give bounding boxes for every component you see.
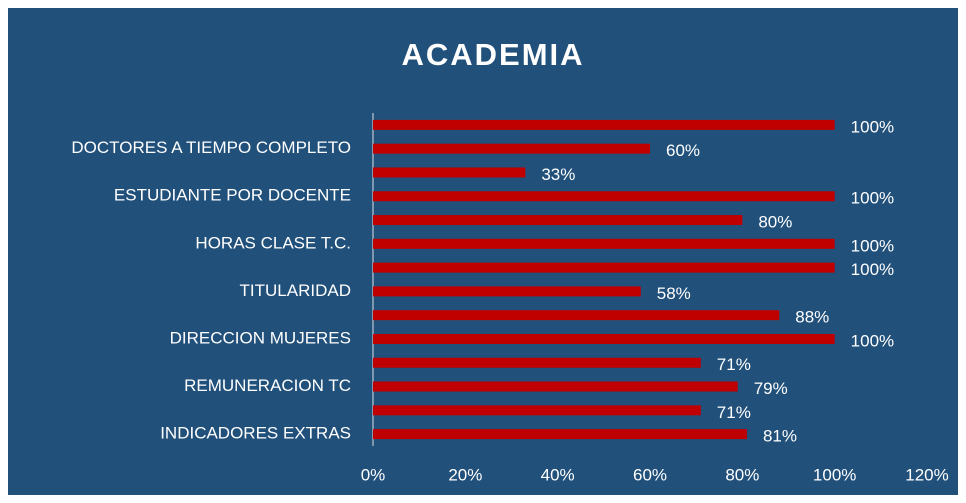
bar: [373, 191, 835, 202]
chart-background: [8, 8, 958, 495]
bar: [373, 405, 701, 416]
bar: [373, 333, 835, 344]
data-label: 33%: [541, 165, 575, 184]
data-label: 71%: [717, 403, 751, 422]
y-tick-label: DIRECCION MUJERES: [170, 328, 351, 347]
data-label: 100%: [851, 260, 894, 279]
bar: [373, 215, 743, 226]
bar: [373, 381, 738, 392]
x-tick-label: 100%: [813, 465, 856, 484]
bar: [373, 357, 701, 368]
bar: [373, 119, 835, 130]
bar: [373, 143, 650, 154]
y-tick-label: REMUNERACION TC: [184, 376, 351, 395]
bar: [373, 286, 641, 297]
bar: [373, 429, 747, 440]
x-tick-label: 120%: [905, 465, 948, 484]
y-tick-label: ESTUDIANTE POR DOCENTE: [114, 186, 351, 205]
data-label: 100%: [851, 117, 894, 136]
data-label: 100%: [851, 189, 894, 208]
data-label: 58%: [657, 284, 691, 303]
bar: [373, 262, 835, 273]
y-tick-label: DOCTORES A TIEMPO COMPLETO: [71, 138, 351, 157]
y-tick-label: HORAS CLASE T.C.: [195, 233, 351, 252]
y-tick-label: TITULARIDAD: [240, 281, 351, 300]
x-tick-label: 80%: [725, 465, 759, 484]
data-label: 79%: [754, 379, 788, 398]
data-label: 80%: [758, 213, 792, 232]
data-label: 71%: [717, 355, 751, 374]
data-label: 81%: [763, 427, 797, 446]
bar: [373, 310, 780, 321]
x-tick-label: 20%: [448, 465, 482, 484]
y-tick-label: INDICADORES EXTRAS: [160, 424, 351, 443]
x-tick-label: 60%: [633, 465, 667, 484]
data-label: 100%: [851, 236, 894, 255]
data-label: 88%: [795, 308, 829, 327]
bar: [373, 167, 526, 178]
bar: [373, 238, 835, 249]
data-label: 100%: [851, 331, 894, 350]
chart-title: ACADEMIA: [401, 37, 584, 72]
x-tick-label: 40%: [541, 465, 575, 484]
data-label: 60%: [666, 141, 700, 160]
x-tick-label: 0%: [361, 465, 386, 484]
